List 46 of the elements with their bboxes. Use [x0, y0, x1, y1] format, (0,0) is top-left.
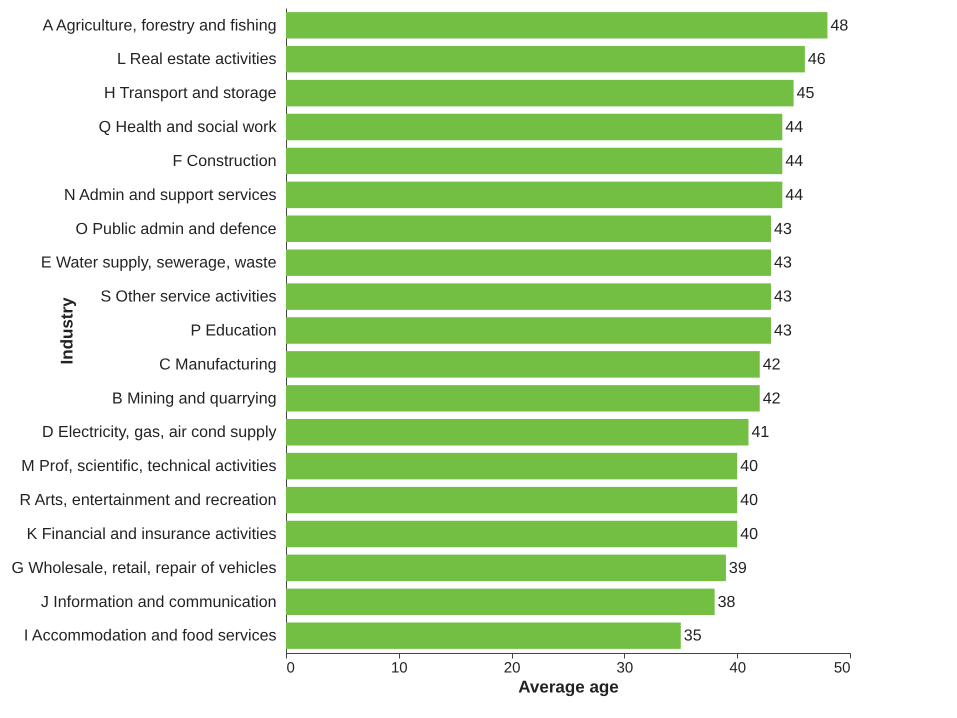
data-label: 43 — [774, 322, 792, 340]
data-label: 39 — [728, 560, 747, 577]
x-tick-label: 10 — [390, 660, 408, 676]
x-tick-label: 0 — [286, 660, 295, 676]
y-tick-label: N Admin and support services — [64, 186, 276, 204]
data-label: 38 — [718, 594, 736, 611]
y-tick-label: B Mining and quarrying — [112, 390, 276, 408]
data-label: 40 — [740, 526, 758, 543]
y-tick-label: G Wholesale, retail, repair of vehicles — [12, 560, 276, 577]
y-tick-label: K Financial and insurance activities — [26, 526, 276, 543]
data-label: 35 — [684, 628, 702, 645]
y-tick-label: L Real estate activities — [117, 51, 276, 68]
y-tick-label: O Public admin and defence — [75, 220, 277, 238]
data-label: 45 — [796, 85, 814, 102]
x-tick-label: 50 — [834, 660, 850, 676]
y-tick-label: D Electricity, gas, air cond supply — [42, 424, 276, 442]
data-label: 48 — [830, 17, 848, 34]
y-tick-label: J Information and communication — [40, 594, 276, 611]
y-tick-label: H Transport and storage — [104, 85, 277, 102]
y-tick-label: Q Health and social work — [98, 119, 278, 136]
data-label: 43 — [774, 254, 792, 272]
y-tick-label: M Prof, scientific, technical activities — [21, 458, 276, 476]
y-tick-label: F Construction — [172, 152, 276, 170]
data-label: 46 — [808, 51, 826, 68]
data-label: 42 — [762, 356, 781, 374]
y-axis-title: Industry — [58, 296, 76, 365]
data-label: 40 — [740, 492, 758, 510]
y-tick-label: R Arts, entertainment and recreation — [19, 492, 276, 510]
data-label: 44 — [785, 152, 804, 170]
data-label: 44 — [785, 119, 804, 136]
data-label: 40 — [740, 458, 758, 476]
data-label: 43 — [774, 288, 792, 306]
x-tick-label: 20 — [504, 660, 520, 676]
y-tick-label: I Accommodation and food services — [24, 628, 276, 645]
x-axis-title: Average age — [518, 678, 619, 696]
y-tick-label: P Education — [190, 322, 276, 340]
x-tick-label: 30 — [616, 660, 634, 676]
data-label: 42 — [762, 390, 781, 408]
data-label: 44 — [785, 186, 804, 204]
data-label: 43 — [774, 220, 792, 238]
y-tick-label: A Agriculture, forestry and fishing — [42, 17, 276, 34]
data-label: 41 — [751, 424, 770, 442]
y-tick-label: C Manufacturing — [159, 356, 276, 374]
y-tick-label: E Water supply, sewerage, waste — [40, 254, 277, 272]
y-tick-label: S Other service activities — [100, 288, 276, 306]
x-tick-label: 40 — [729, 660, 746, 676]
